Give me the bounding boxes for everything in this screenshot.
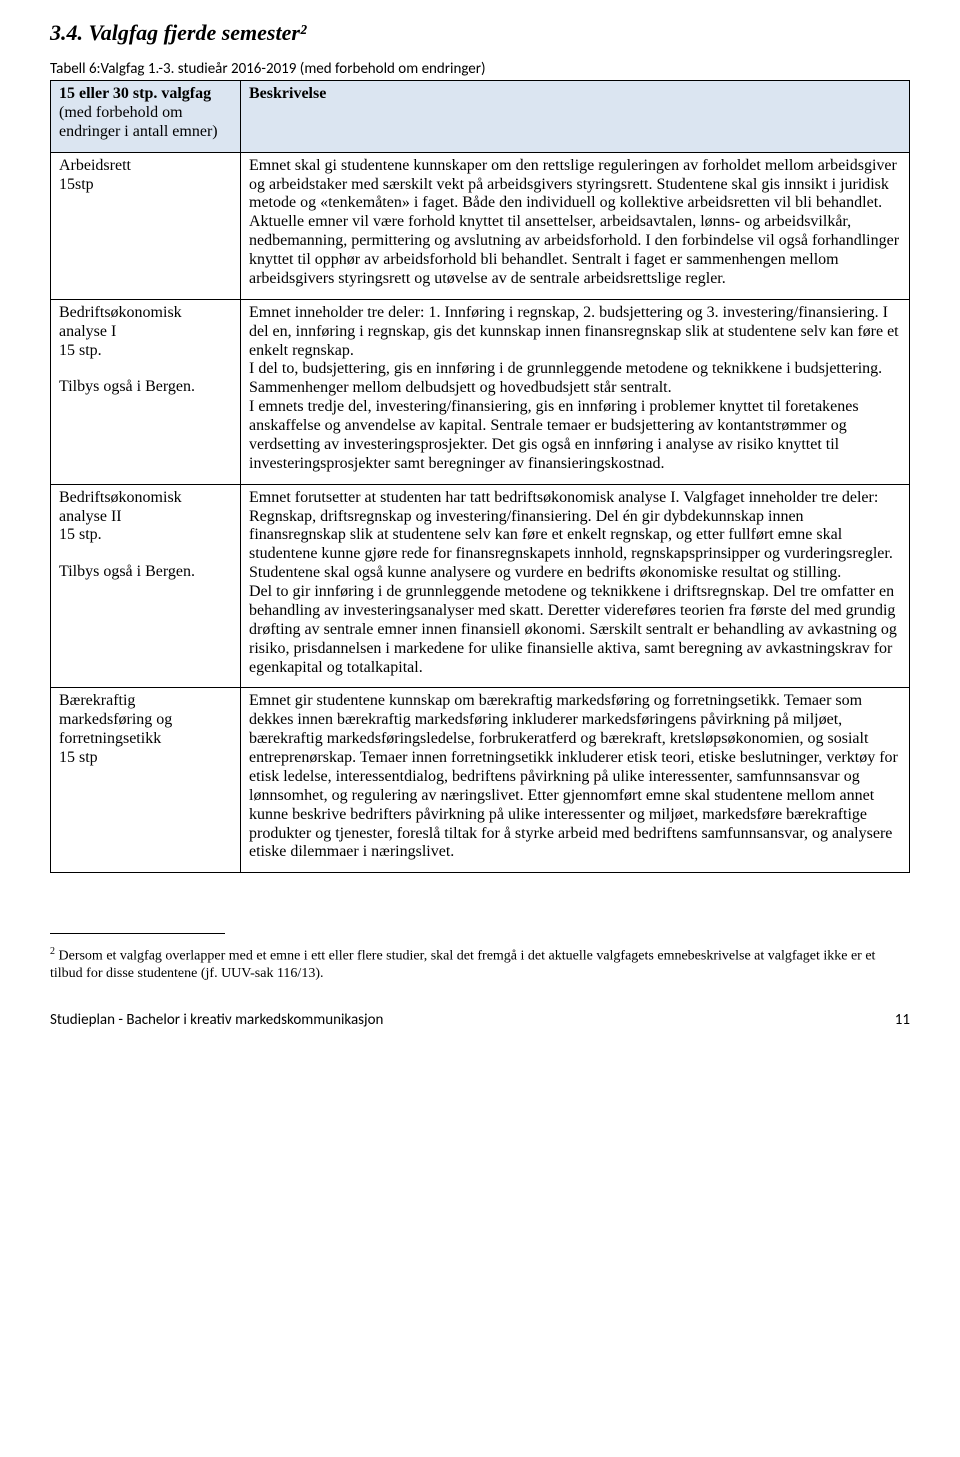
course-description-cell: Emnet forutsetter at studenten har tatt … (241, 484, 910, 688)
course-description-cell: Emnet inneholder tre deler: 1. Innføring… (241, 299, 910, 484)
table-row: Bedriftsøkonomisk analyse II15 stp. Tilby… (51, 484, 910, 688)
footer-left: Studieplan - Bachelor i kreativ markedsk… (50, 1011, 383, 1029)
footnote: 2 Dersom et valgfag overlapper med et em… (50, 946, 910, 982)
course-description-cell: Emnet gir studentene kunnskap om bærekra… (241, 688, 910, 873)
table-caption: Tabell 6:Valgfag 1.-3. studieår 2016-201… (50, 60, 910, 78)
header-left-bold: 15 eller 30 stp. valgfag (59, 85, 211, 102)
course-description-cell: Emnet skal gi studentene kunnskaper om d… (241, 152, 910, 299)
electives-table: 15 eller 30 stp. valgfag (med forbehold … (50, 80, 910, 873)
table-row: Bedriftsøkonomisk analyse I15 stp. Tilbys… (51, 299, 910, 484)
footer-right: 11 (895, 1011, 910, 1029)
course-extra: Tilbys også i Bergen. (59, 378, 232, 397)
footnote-separator (50, 933, 225, 934)
footnote-text: Dersom et valgfag overlapper med et emne… (50, 949, 875, 981)
table-header-right: Beskrivelse (241, 81, 910, 153)
section-heading: 3.4. Valgfag fjerde semester² (50, 20, 910, 46)
page-footer: Studieplan - Bachelor i kreativ markedsk… (50, 1011, 910, 1029)
course-name-cell: Bedriftsøkonomisk analyse II15 stp. Tilby… (51, 484, 241, 688)
course-name: Bedriftsøkonomisk analyse I15 stp. (59, 304, 232, 361)
course-extra: Tilbys også i Bergen. (59, 563, 232, 582)
table-row: Arbeidsrett15stpEmnet skal gi studentene… (51, 152, 910, 299)
course-name-cell: Bærekraftig markedsføring og forretnings… (51, 688, 241, 873)
header-left-line3: endringer i antall emner) (59, 123, 218, 140)
table-row: Bærekraftig markedsføring og forretnings… (51, 688, 910, 873)
course-name: Arbeidsrett15stp (59, 157, 232, 195)
course-name-cell: Arbeidsrett15stp (51, 152, 241, 299)
course-name: Bedriftsøkonomisk analyse II15 stp. (59, 489, 232, 546)
header-left-line2: (med forbehold om (59, 104, 183, 121)
course-name: Bærekraftig markedsføring og forretnings… (59, 692, 232, 768)
table-header-row: 15 eller 30 stp. valgfag (med forbehold … (51, 81, 910, 153)
table-header-left: 15 eller 30 stp. valgfag (med forbehold … (51, 81, 241, 153)
course-name-cell: Bedriftsøkonomisk analyse I15 stp. Tilbys… (51, 299, 241, 484)
footnote-marker: 2 (50, 946, 55, 957)
